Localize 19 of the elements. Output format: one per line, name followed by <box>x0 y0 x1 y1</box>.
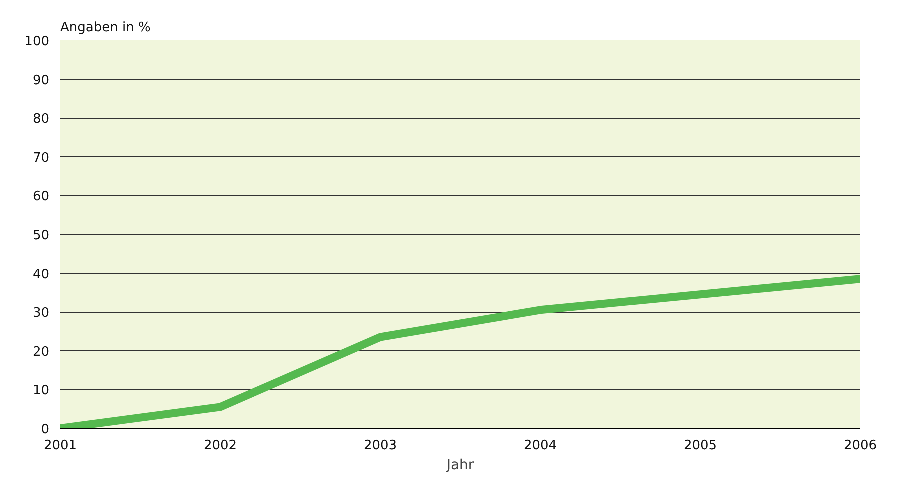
y-tick-label: 0 <box>41 422 50 438</box>
y-axis-title: Angaben in % <box>60 20 151 36</box>
y-tick-label: 30 <box>32 306 50 322</box>
x-tick-label: 2006 <box>844 438 878 454</box>
y-tick-label: 10 <box>32 384 50 399</box>
x-tick-label: 2001 <box>44 438 78 454</box>
x-axis-title: Jahr <box>446 458 474 474</box>
x-tick-label: 2005 <box>684 438 718 454</box>
x-tick-label: 2002 <box>204 438 238 454</box>
y-tick-label: 70 <box>32 150 50 166</box>
y-tick-label: 80 <box>32 112 50 128</box>
x-tick-label: 2004 <box>524 438 558 454</box>
y-tick-label: 60 <box>32 190 50 205</box>
y-tick-label: 50 <box>32 228 50 244</box>
y-tick-label: 40 <box>32 267 50 282</box>
y-tick-label: 20 <box>32 344 50 360</box>
y-tick-label: 100 <box>24 34 50 50</box>
x-tick-label: 2003 <box>364 438 398 454</box>
y-tick-label: 90 <box>32 73 50 88</box>
